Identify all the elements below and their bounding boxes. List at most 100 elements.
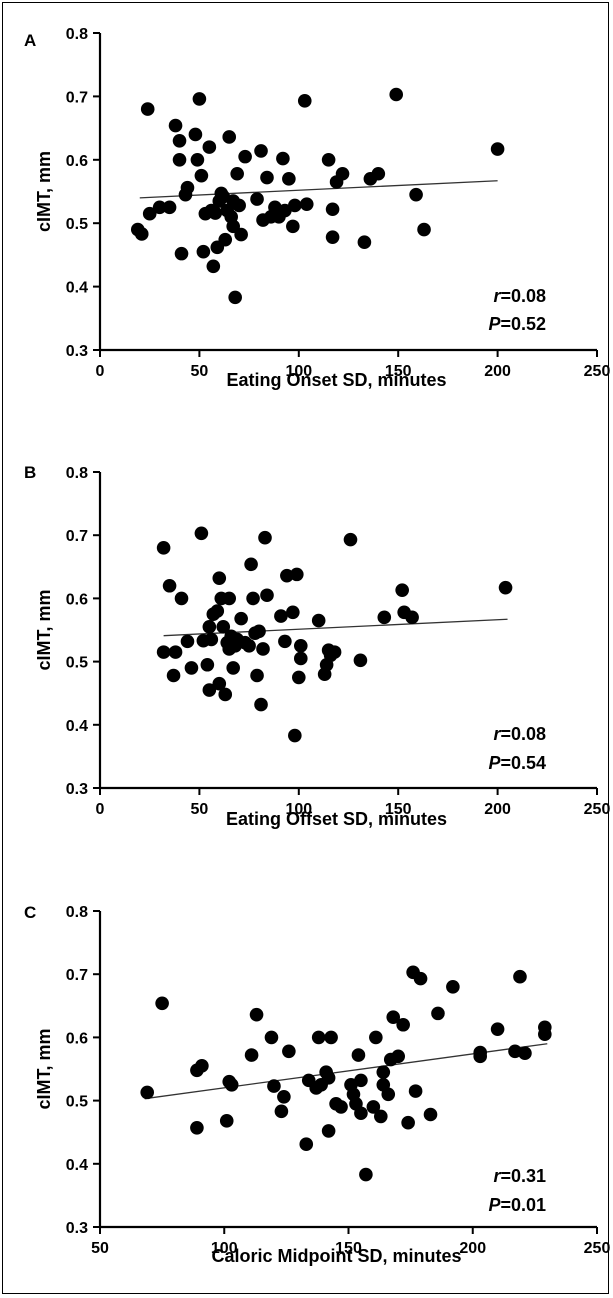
data-point xyxy=(354,1106,368,1121)
data-point xyxy=(343,532,358,547)
chart-panel-b: B 0.3 0.4 0.5 0.6 0.7 0.8 0 50 100 150 200 250 cIMT, … xyxy=(24,463,610,829)
data-point xyxy=(258,530,272,545)
y-tick-label: 0.7 xyxy=(66,89,88,106)
y-tick-label: 0.5 xyxy=(66,216,88,233)
data-point xyxy=(254,697,268,712)
stat-p-value: =0.52 xyxy=(500,314,546,334)
data-point xyxy=(325,202,340,217)
data-point xyxy=(518,1046,532,1060)
stat-r-value: =0.08 xyxy=(500,724,546,744)
data-point xyxy=(299,197,314,211)
data-point xyxy=(234,611,248,626)
data-point xyxy=(232,198,246,213)
data-point xyxy=(311,613,326,628)
data-point xyxy=(408,1084,423,1098)
data-point xyxy=(366,1100,381,1114)
data-point xyxy=(194,168,209,183)
chart-panel-c: C 0.3 0.4 0.5 0.6 0.7 0.8 50 100 150 200 250 cIMT, m… xyxy=(24,903,610,1266)
x-tick-label: 200 xyxy=(484,801,511,818)
data-point xyxy=(389,87,404,102)
data-point xyxy=(224,1078,239,1092)
stat-p-value: =0.01 xyxy=(500,1195,546,1215)
stat-p-symbol: P xyxy=(488,753,501,773)
x-tick-label: 150 xyxy=(385,363,412,380)
data-point xyxy=(490,142,505,156)
x-tick-label: 100 xyxy=(285,801,312,818)
data-point xyxy=(324,1030,338,1045)
data-point xyxy=(276,151,290,166)
data-point xyxy=(212,571,227,585)
data-point xyxy=(162,578,177,593)
data-point xyxy=(222,130,237,144)
data-point xyxy=(297,94,312,108)
data-point xyxy=(376,1065,391,1079)
data-point xyxy=(168,645,183,659)
x-tick-label: 250 xyxy=(584,1240,611,1257)
y-tick-label: 0.6 xyxy=(66,153,88,170)
data-point xyxy=(249,1007,264,1022)
regression-line xyxy=(139,180,498,199)
y-tick-label: 0.4 xyxy=(66,718,88,735)
data-point xyxy=(498,580,513,595)
data-point xyxy=(202,683,217,697)
x-axis-title: Eating Onset SD, minutes xyxy=(226,370,446,390)
stat-r: r=0.08 xyxy=(493,724,546,744)
data-point xyxy=(286,219,300,234)
data-point xyxy=(219,1114,234,1128)
data-point xyxy=(267,1079,281,1093)
data-point xyxy=(386,1010,401,1024)
y-tick-label: 0.7 xyxy=(66,528,88,545)
stat-r-symbol: r xyxy=(493,286,501,306)
data-point xyxy=(228,290,242,305)
data-point xyxy=(321,153,336,167)
x-tick-label: 150 xyxy=(385,801,412,818)
y-tick-label: 0.5 xyxy=(66,1094,88,1111)
data-point xyxy=(250,668,264,683)
data-point xyxy=(200,657,215,672)
stat-p-value: =0.54 xyxy=(500,753,546,773)
data-point xyxy=(156,645,171,659)
data-point xyxy=(250,192,264,206)
data-point xyxy=(166,668,181,683)
y-tick-label: 0.4 xyxy=(66,1157,88,1174)
data-point xyxy=(288,198,302,213)
data-point xyxy=(142,206,157,221)
data-point xyxy=(218,687,233,702)
stat-r: r=0.08 xyxy=(493,286,546,306)
x-axis-title: Caloric Midpoint SD, minutes xyxy=(211,1246,461,1266)
stat-r-value: =0.31 xyxy=(500,1166,546,1186)
data-point xyxy=(274,609,288,623)
data-point xyxy=(140,102,155,116)
data-point xyxy=(369,1030,383,1045)
data-point xyxy=(190,1120,204,1135)
y-tick-label: 0.5 xyxy=(66,655,88,672)
x-axis-title: Eating Offset SD, minutes xyxy=(226,809,447,829)
stat-p: P=0.52 xyxy=(488,314,546,334)
data-point xyxy=(290,567,304,582)
y-tick-label: 0.6 xyxy=(66,591,88,608)
y-axis-title: cIMT, mm xyxy=(34,151,54,232)
data-point xyxy=(134,227,149,241)
x-tick-label: 200 xyxy=(484,363,511,380)
data-point xyxy=(417,222,431,237)
x-tick-label: 100 xyxy=(285,363,312,380)
y-axis-title: cIMT, mm xyxy=(34,1028,54,1109)
data-point xyxy=(252,624,266,639)
stat-r-value: =0.08 xyxy=(500,286,546,306)
data-point xyxy=(274,1104,289,1119)
data-point xyxy=(202,620,217,634)
x-tick-label: 250 xyxy=(584,801,611,818)
data-point xyxy=(286,605,300,620)
panel-letter: C xyxy=(24,903,36,922)
data-point xyxy=(196,244,211,259)
data-point xyxy=(218,232,233,247)
data-point xyxy=(246,591,260,606)
data-point xyxy=(357,235,372,250)
y-tick-label: 0.3 xyxy=(66,781,88,798)
data-point xyxy=(242,639,256,653)
data-point xyxy=(202,140,217,154)
data-point xyxy=(292,670,306,685)
data-point xyxy=(278,634,292,649)
data-point xyxy=(140,1085,155,1100)
data-point xyxy=(256,642,270,656)
